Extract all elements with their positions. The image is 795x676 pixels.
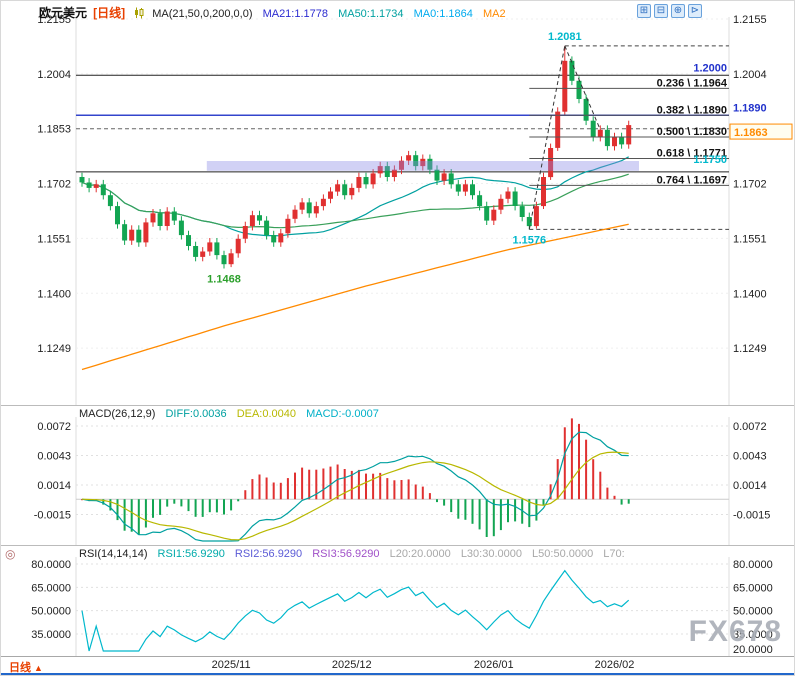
fib-level-label: 0.236 \ 1.1964 bbox=[657, 77, 728, 89]
price-annotation: 1.1576 bbox=[512, 234, 546, 246]
macd-dea-value: DEA:0.0040 bbox=[236, 408, 297, 420]
symbol-title: 欧元美元 bbox=[39, 6, 88, 20]
macd-diff-line bbox=[81, 431, 629, 542]
price-annotation: 1.2081 bbox=[548, 31, 582, 43]
period-selector-label: 日线 bbox=[9, 662, 31, 674]
ma-settings-label: MA(21,50,0,200,0,0) bbox=[152, 8, 253, 20]
y-axis-label: 1.1551 bbox=[37, 233, 71, 245]
fib-level-label: 0.500 \ 1.1830 bbox=[657, 126, 727, 138]
rsi-l50-label: L50:50.0000 bbox=[532, 548, 594, 560]
y-axis-label: 1.1249 bbox=[37, 343, 71, 355]
price-annotation: 1.1750 bbox=[693, 154, 727, 166]
macd-dea-line bbox=[81, 451, 629, 541]
macd-hist-value: MACD:-0.0007 bbox=[306, 408, 379, 420]
y-axis-label: 80.0000 bbox=[31, 559, 71, 571]
x-axis-label: 2026/02 bbox=[594, 659, 635, 671]
rsi2-value: RSI2:56.9290 bbox=[234, 548, 303, 560]
y-axis-label: 35.0000 bbox=[733, 629, 773, 641]
price-annotation: 1.1468 bbox=[207, 274, 241, 286]
y-axis-label: 50.0000 bbox=[733, 606, 773, 618]
y-axis-label: 65.0000 bbox=[733, 582, 773, 594]
rsi-header: RSI(14,14,14) RSI1:56.9290 RSI2:56.9290 … bbox=[79, 548, 625, 560]
x-axis-label: 2025/11 bbox=[211, 659, 251, 671]
current-price-value: 1.1863 bbox=[734, 127, 768, 139]
y-axis-label: 0.0043 bbox=[733, 451, 767, 463]
y-axis-label: 0.0014 bbox=[37, 480, 71, 492]
indicator-selector-icon[interactable]: ◎ bbox=[5, 547, 16, 561]
fib-level-label: 0.618 \ 1.1771 bbox=[657, 147, 727, 159]
fib-level-label: 0.764 \ 1.1697 bbox=[657, 174, 727, 186]
ma2-value: MA2 bbox=[482, 8, 506, 20]
pan-right-icon[interactable]: ⊳ bbox=[688, 4, 702, 18]
period-tag: [日线] bbox=[93, 6, 126, 20]
y-axis-label: 1.2155 bbox=[37, 14, 71, 26]
rsi3-value: RSI3:56.9290 bbox=[312, 548, 380, 560]
measure-line bbox=[564, 45, 601, 130]
y-axis-label: 1.2004 bbox=[37, 69, 71, 81]
macd-header: MACD(26,12,9) DIFF:0.0036 DEA:0.0040 MAC… bbox=[79, 408, 379, 420]
y-axis-label: 50.0000 bbox=[31, 606, 71, 618]
ma50-value: MA50:1.1734 bbox=[338, 8, 404, 20]
watermark: FX678 bbox=[688, 615, 782, 648]
ma0-value: MA0:1.1864 bbox=[413, 8, 473, 20]
ma200-line bbox=[81, 223, 629, 371]
y-axis-label: 0.0014 bbox=[733, 480, 767, 492]
fib-level-label: 0.382 \ 1.1890 bbox=[657, 104, 727, 116]
y-axis-label: 1.1702 bbox=[37, 179, 71, 191]
measure-line bbox=[528, 45, 566, 230]
macd-title: MACD(26,12,9) bbox=[79, 408, 156, 420]
rsi1-value: RSI1:56.9290 bbox=[157, 548, 225, 560]
y-axis-label: 1.2155 bbox=[733, 14, 767, 26]
rsi-title: RSI(14,14,14) bbox=[79, 548, 148, 560]
x-axis-label: 2025/12 bbox=[331, 659, 372, 671]
candlestick-icon bbox=[134, 7, 145, 22]
split-panel-icon[interactable]: ⊟ bbox=[654, 4, 668, 18]
macd-histogram bbox=[81, 418, 630, 537]
y-axis-label: 0.0072 bbox=[733, 421, 767, 433]
y-axis-label: 0.0043 bbox=[37, 451, 71, 463]
y-axis-label: 35.0000 bbox=[31, 629, 71, 641]
ma50-line bbox=[81, 173, 629, 229]
y-axis-label: -0.0015 bbox=[34, 510, 71, 522]
macd-diff-value: DIFF:0.0036 bbox=[165, 408, 227, 420]
ma21-value: MA21:1.1778 bbox=[262, 8, 328, 20]
main-chart-header: 欧元美元 [日线] MA(21,50,0,200,0,0) MA21:1.177… bbox=[39, 4, 506, 22]
y-axis-label: 1.1400 bbox=[733, 288, 767, 300]
rsi-l30-label: L30:30.0000 bbox=[460, 548, 522, 560]
price-annotation: 1.1890 bbox=[733, 102, 767, 114]
rsi-l20-label: L20:20.0000 bbox=[389, 548, 451, 560]
rsi-panel-canvas[interactable]: 80.0000 80.0000 65.0000 65.0000 50.0000 50.00… bbox=[1, 545, 795, 656]
y-axis-label: 1.1853 bbox=[37, 124, 71, 136]
y-axis-label: 1.1249 bbox=[733, 343, 767, 355]
up-arrow-icon: ▲ bbox=[34, 663, 43, 673]
period-selector[interactable]: 日线 ▲ bbox=[9, 659, 43, 675]
y-axis-label: 1.2004 bbox=[733, 69, 767, 81]
rsi-line bbox=[81, 569, 630, 652]
y-axis-label: 1.1702 bbox=[733, 179, 767, 191]
chart-toolbar: ⊞ ⊟ ⊕ ⊳ bbox=[637, 4, 702, 18]
candles bbox=[79, 45, 632, 269]
window-bottom-edge bbox=[1, 673, 794, 675]
y-axis-label: 0.0072 bbox=[37, 421, 71, 433]
macd-panel-canvas[interactable]: 0.0072 0.0072 0.0043 0.0043 0.0014 0.0014 -0.0… bbox=[1, 405, 795, 545]
y-axis-label: 65.0000 bbox=[31, 582, 71, 594]
highlight-band bbox=[206, 161, 640, 171]
y-axis-label: 1.1551 bbox=[733, 233, 767, 245]
rsi-l70-label: L70: bbox=[603, 548, 625, 560]
y-axis-label: 1.1400 bbox=[37, 288, 71, 300]
y-axis-label: 20.0000 bbox=[733, 644, 773, 656]
y-axis-label: -0.0015 bbox=[733, 510, 770, 522]
time-axis: 日线 ▲ 2025/11 2025/12 2026/01 2026/02 bbox=[1, 656, 794, 675]
current-price-badge bbox=[729, 123, 793, 140]
x-axis-label: 2026/01 bbox=[473, 659, 514, 671]
zoom-in-icon[interactable]: ⊕ bbox=[671, 4, 685, 18]
add-window-icon[interactable]: ⊞ bbox=[637, 4, 651, 18]
main-chart-canvas[interactable]: 1.2155 1.2155 1.2004 1.2004 1.1853 1.1702 1.17… bbox=[1, 1, 795, 405]
y-axis-label: 80.0000 bbox=[733, 559, 773, 571]
price-annotation: 1.2000 bbox=[693, 62, 727, 74]
